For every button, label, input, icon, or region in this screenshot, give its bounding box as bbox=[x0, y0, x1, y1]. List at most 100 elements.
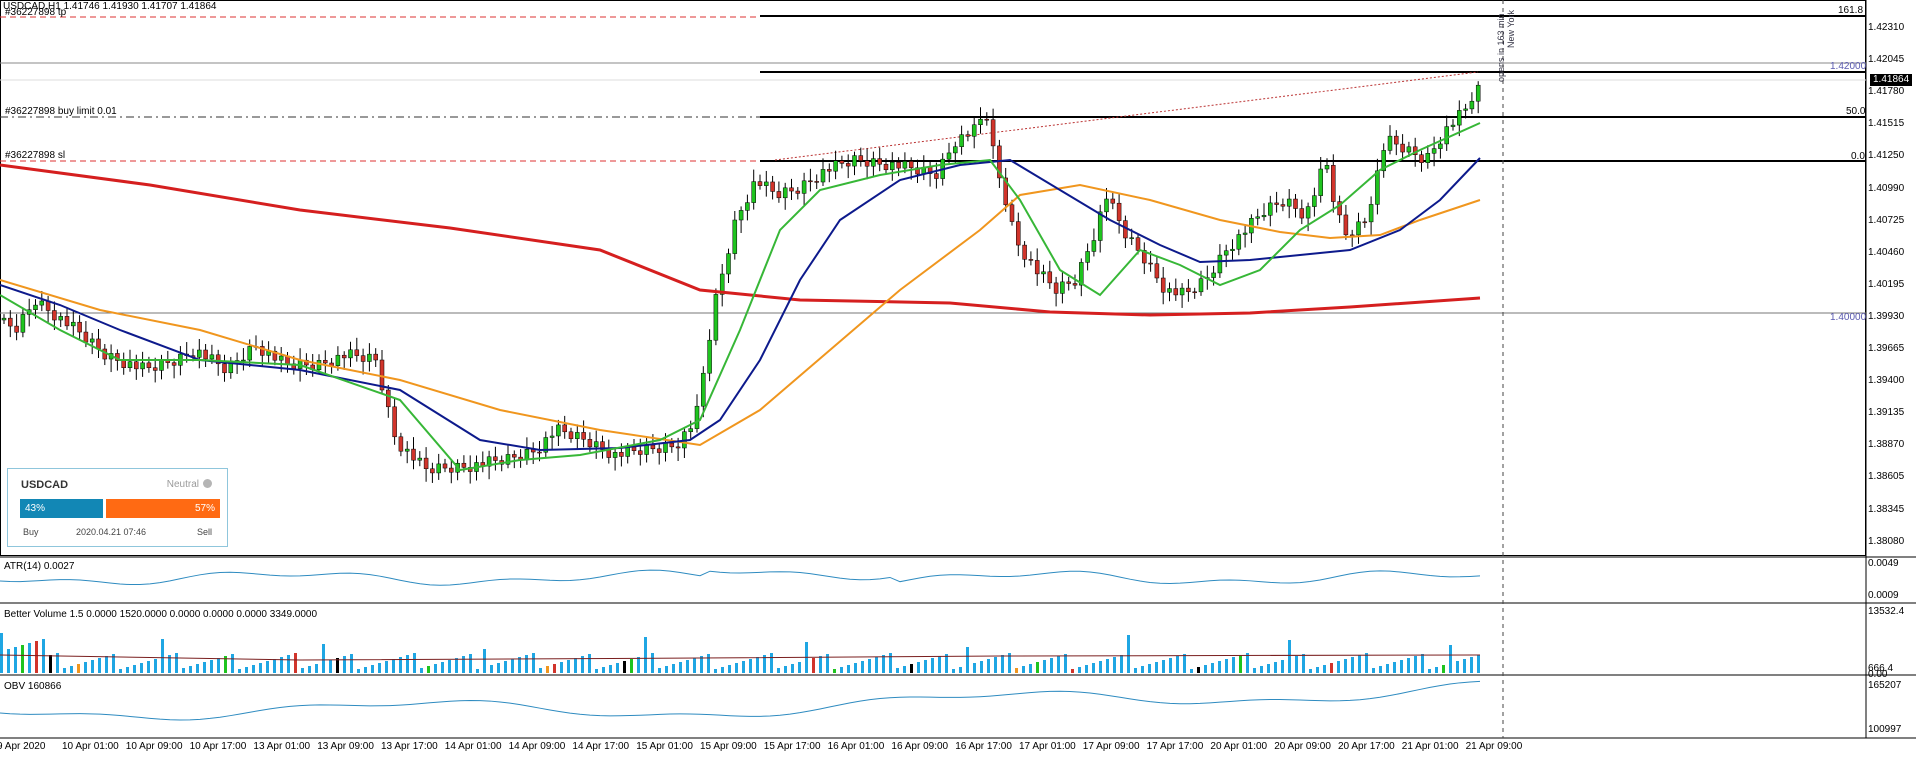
candle-body bbox=[537, 451, 542, 454]
volume-bar bbox=[714, 669, 717, 673]
volume-bar bbox=[833, 669, 836, 673]
candle-body bbox=[1167, 288, 1172, 293]
candle-body bbox=[1116, 202, 1122, 221]
candle-body bbox=[1223, 250, 1229, 256]
candle-body bbox=[1343, 214, 1349, 236]
volume-bar bbox=[994, 657, 997, 673]
volume-bar bbox=[721, 667, 724, 673]
candle-body bbox=[505, 454, 511, 465]
candle-body bbox=[1457, 110, 1462, 126]
candle-body bbox=[436, 463, 441, 474]
volume-bar bbox=[1358, 655, 1361, 673]
volume-bar bbox=[749, 659, 752, 673]
volume-bar bbox=[966, 647, 969, 673]
volume-bar bbox=[679, 662, 682, 673]
candle-body bbox=[946, 152, 952, 160]
candle-body bbox=[1028, 259, 1034, 261]
candle-body bbox=[127, 361, 133, 368]
candle-body bbox=[1129, 237, 1134, 239]
candle-body bbox=[247, 346, 252, 361]
time-tick: 13 Apr 17:00 bbox=[381, 741, 438, 752]
candle-body bbox=[33, 304, 38, 311]
price-tick: 1.39930 bbox=[1868, 310, 1905, 322]
candle-body bbox=[71, 321, 76, 327]
volume-bar bbox=[1344, 659, 1347, 673]
candle-body bbox=[159, 359, 164, 371]
candle-body bbox=[1268, 202, 1273, 216]
fib-0-label: 0.0 bbox=[1851, 151, 1865, 162]
volume-bar bbox=[609, 665, 612, 673]
volume-bar bbox=[483, 649, 486, 673]
volume-bar bbox=[238, 669, 241, 673]
candle-body bbox=[908, 161, 914, 168]
volume-bar bbox=[504, 661, 507, 673]
candle-body bbox=[619, 452, 624, 457]
time-tick: 20 Apr 01:00 bbox=[1210, 741, 1268, 752]
volume-bar bbox=[1148, 664, 1151, 673]
candle-body bbox=[833, 160, 838, 172]
volume-bar bbox=[161, 639, 164, 673]
candle-body bbox=[587, 439, 593, 448]
candle-body bbox=[663, 442, 668, 453]
order-tp-label: #36227898 tp bbox=[5, 7, 67, 18]
candle-body bbox=[1060, 281, 1065, 294]
volume-bar bbox=[133, 665, 136, 673]
candle-body bbox=[719, 273, 725, 295]
fib-50-label: 50.0 bbox=[1846, 106, 1866, 117]
candle-body bbox=[934, 173, 939, 179]
candle-body bbox=[1016, 221, 1021, 246]
volume-bar bbox=[980, 661, 983, 673]
volume-bar bbox=[1477, 655, 1480, 673]
price-tick: 1.42310 bbox=[1868, 22, 1905, 33]
candle-body bbox=[1475, 84, 1481, 102]
volume-bar bbox=[1204, 665, 1207, 673]
volume-bar bbox=[497, 663, 500, 673]
volume-bar bbox=[1288, 640, 1291, 673]
volume-bar bbox=[287, 655, 290, 673]
candle-body bbox=[1192, 291, 1197, 294]
candle-body bbox=[1299, 208, 1305, 219]
volume-bar bbox=[1316, 667, 1319, 673]
candle-body bbox=[1337, 201, 1342, 216]
volume-bar bbox=[308, 666, 311, 673]
volume-bar bbox=[840, 667, 843, 673]
volume-bar bbox=[1029, 664, 1032, 673]
volume-bar bbox=[371, 665, 374, 673]
volume-bar bbox=[623, 661, 626, 673]
candle-body bbox=[701, 372, 706, 407]
time-tick: 15 Apr 17:00 bbox=[763, 741, 821, 752]
candle-body bbox=[732, 219, 738, 254]
sentiment-widget[interactable]: USDCAD Neutral 43% 57% Buy 2020.04.21 07… bbox=[7, 468, 228, 547]
volume-bar bbox=[1064, 654, 1067, 673]
candle-body bbox=[1066, 281, 1071, 284]
volume-bar bbox=[784, 666, 787, 673]
candle-body bbox=[675, 446, 681, 449]
volume-bar bbox=[938, 656, 941, 673]
sentiment-status: Neutral bbox=[167, 479, 212, 490]
price-tick: 1.39135 bbox=[1868, 407, 1905, 419]
candle-body bbox=[1425, 153, 1431, 163]
volume-bar bbox=[28, 643, 31, 673]
ma-200-line bbox=[0, 163, 1481, 317]
time-tick: 16 Apr 01:00 bbox=[827, 741, 885, 752]
time-tick: 14 Apr 01:00 bbox=[444, 741, 502, 752]
volume-bar bbox=[168, 655, 171, 673]
candle-body bbox=[430, 468, 435, 474]
volume-bar bbox=[1162, 660, 1165, 673]
candle-body bbox=[1154, 263, 1160, 279]
buy-percent-bar: 43% bbox=[20, 499, 103, 518]
time-tick: 20 Apr 09:00 bbox=[1274, 741, 1331, 752]
candle-body bbox=[1431, 148, 1437, 154]
candle-body bbox=[1419, 154, 1424, 163]
volume-bar bbox=[455, 658, 458, 673]
level-140-label: 1.40000 bbox=[1830, 312, 1867, 323]
candle-body bbox=[782, 187, 788, 199]
candle-body bbox=[1217, 254, 1223, 274]
candle-body bbox=[52, 310, 57, 321]
volume-bar bbox=[952, 669, 955, 673]
volume-bar bbox=[1351, 657, 1354, 673]
candle-body bbox=[820, 169, 826, 183]
volume-bar bbox=[189, 666, 192, 673]
